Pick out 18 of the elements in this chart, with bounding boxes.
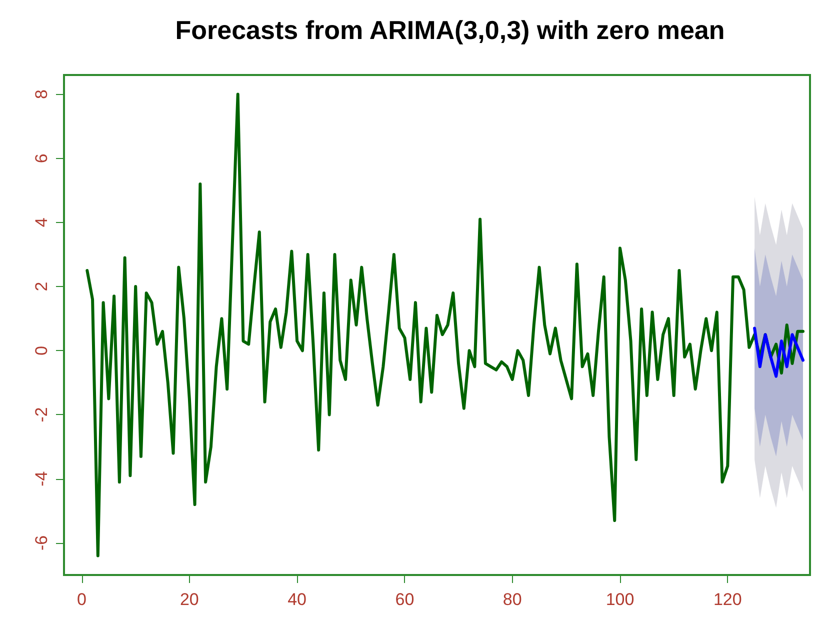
x-tick-label: 100 [606,590,634,609]
line-series [753,326,805,378]
x-tick-label: 0 [77,590,86,609]
y-tick-label: 6 [32,154,51,164]
x-tick-label: 60 [395,590,414,609]
y-tick-label: 2 [32,282,51,292]
x-tick-label: 40 [288,590,307,609]
y-tick-label: 8 [32,89,51,99]
y-tick-label: -4 [32,471,51,486]
y-tick-label: 0 [32,346,51,356]
chart-title: Forecasts from ARIMA(3,0,3) with zero mean [175,15,725,45]
y-tick-label: 4 [32,218,51,228]
y-tick-label: -6 [32,535,51,551]
x-tick-label: 80 [502,590,522,609]
y-tick-label: -2 [32,407,51,422]
line-series [86,92,805,558]
x-tick-label: 120 [713,590,742,609]
x-tick-label: 20 [180,590,199,609]
